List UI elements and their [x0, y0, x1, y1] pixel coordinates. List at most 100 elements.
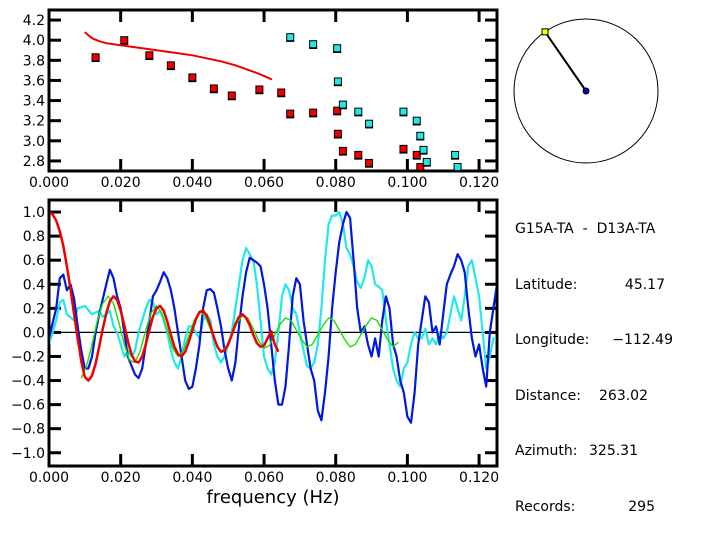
red-dispersion-point	[166, 61, 175, 71]
azimuth-value: 325.31	[589, 443, 638, 459]
y-tick-label: −0.6	[11, 398, 45, 414]
cyan-dispersion-point	[412, 116, 421, 126]
cyan-dispersion-point	[333, 44, 342, 53]
records-value: 295	[628, 498, 655, 515]
marker	[227, 91, 236, 100]
marker	[120, 36, 129, 45]
y-tick-label: −0.2	[11, 349, 45, 365]
marker	[166, 61, 175, 70]
y-tick-label: 3.0	[23, 134, 45, 150]
marker	[255, 85, 264, 94]
cyan-dispersion-point	[422, 157, 431, 167]
chart-canvas: 0.000 0.020 0.040 0.060 0.080 0.100 0.120 2.8 3.…	[11, 8, 659, 508]
distance-label: Distance:	[515, 387, 581, 404]
x-tick-label: 0.080	[316, 470, 356, 486]
station-pair-label: G15A-TA - D13A-TA	[515, 221, 656, 237]
y-tick-label: 0.4	[23, 277, 45, 293]
info-row-latitude: Latitude: 45.17	[515, 276, 673, 295]
x-tick-label: 0.020	[101, 470, 141, 486]
marker	[416, 162, 425, 171]
marker	[333, 129, 342, 138]
y-tick-label: −0.4	[11, 374, 45, 390]
marker	[365, 119, 374, 128]
red-dispersion-point	[333, 106, 342, 116]
y-tick-label: 0.6	[23, 253, 45, 269]
red-dispersion-point	[91, 53, 100, 63]
longitude-value: −112.49	[612, 332, 673, 348]
marker	[354, 150, 363, 159]
info-row-longitude: Longitude: −112.49	[515, 331, 673, 350]
cyan-dispersion-point	[365, 119, 374, 129]
red-dispersion-point	[399, 144, 408, 154]
latitude-value: 45.17	[624, 276, 665, 293]
x-tick-label: 0.020	[101, 175, 141, 191]
dispersion-plot: 0.000 0.020 0.040 0.060 0.080 0.100 0.120 2.8 3.…	[23, 8, 499, 191]
marker	[338, 100, 347, 109]
marker	[309, 108, 318, 117]
center-station-marker	[582, 87, 590, 95]
green-model-line	[80, 295, 399, 379]
red-dispersion-point	[209, 84, 218, 94]
blue-correlation-line	[50, 210, 496, 424]
compass-circle	[513, 18, 659, 164]
marker	[422, 157, 431, 166]
y-tick-label: 2.8	[23, 154, 45, 170]
red-model-line	[50, 211, 280, 382]
y-tick-label: 3.6	[23, 73, 45, 89]
x-tick-label: 0.040	[172, 175, 212, 191]
cyan-dispersion-point	[309, 40, 318, 49]
y-tick-label: 3.4	[23, 94, 45, 110]
cyan-dispersion-point	[338, 100, 347, 110]
correlation-plot: 0.000 0.020 0.040 0.060 0.080 0.100 0.120 −1.0 −…	[11, 198, 499, 486]
red-dispersion-point	[416, 162, 425, 172]
marker	[188, 73, 197, 82]
red-dispersion-point	[120, 36, 129, 45]
latitude-label: Latitude:	[515, 276, 578, 293]
x-tick-label: 0.100	[387, 470, 427, 486]
cyan-dispersion-point	[416, 131, 425, 141]
marker	[286, 33, 295, 42]
red-dispersion-point	[412, 150, 421, 160]
red-dispersion-point	[354, 150, 363, 160]
x-tick-label: 0.060	[244, 175, 284, 191]
plot-frame	[47, 8, 499, 173]
remote-station-marker	[541, 28, 549, 36]
distance-value: 263.02	[599, 387, 648, 404]
azimuth-line	[544, 31, 587, 92]
marker	[412, 116, 421, 125]
x-tick-label: 0.120	[459, 175, 499, 191]
y-tick-label: 0.8	[23, 229, 45, 245]
marker	[309, 40, 318, 49]
marker	[338, 146, 347, 155]
marker	[333, 77, 342, 86]
marker	[277, 88, 286, 97]
x-tick-label: 0.120	[459, 470, 499, 486]
marker	[453, 162, 462, 171]
marker	[399, 144, 408, 153]
cyan-dispersion-point	[419, 145, 428, 155]
x-tick-label: 0.080	[316, 175, 356, 191]
x-tick-label: 0.000	[29, 175, 69, 191]
y-tick-label: 3.2	[23, 114, 45, 130]
cyan-dispersion-point	[451, 150, 460, 160]
red-dispersion-point	[255, 85, 264, 95]
y-tick-label: 4.0	[23, 33, 45, 49]
marker	[412, 150, 421, 159]
red-dispersion-curve	[84, 31, 273, 81]
marker	[354, 107, 363, 116]
x-tick-label: 0.100	[387, 175, 427, 191]
longitude-label: Longitude:	[515, 332, 590, 348]
records-label: Records:	[515, 498, 576, 515]
red-dispersion-point	[338, 146, 347, 156]
x-axis-title: frequency (Hz)	[206, 487, 339, 508]
cyan-dispersion-point	[286, 33, 295, 42]
red-dispersion-point	[188, 73, 197, 83]
marker	[333, 44, 342, 53]
info-row-azimuth: Azimuth: 325.31	[515, 442, 673, 461]
marker	[365, 158, 374, 167]
marker	[419, 145, 428, 154]
cyan-dispersion-point	[333, 77, 342, 87]
red-dispersion-point	[309, 108, 318, 118]
x-tick-label: 0.060	[244, 470, 284, 486]
info-row-distance: Distance: 263.02	[515, 387, 673, 406]
